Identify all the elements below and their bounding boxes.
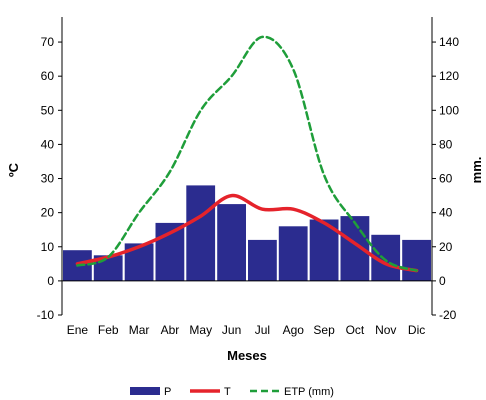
legend-label: ETP (mm) <box>284 386 334 398</box>
x-tick-label: Ago <box>283 323 305 337</box>
left-tick-label: 20 <box>41 206 55 220</box>
series-line-t <box>75 193 419 273</box>
left-tick-label: 30 <box>41 172 55 186</box>
y2-axis-title: mm. <box>469 157 484 184</box>
x-tick-label: Nov <box>375 323 396 337</box>
right-tick-label: 0 <box>439 274 446 288</box>
x-tick-label: May <box>189 323 212 337</box>
x-tick-label: Feb <box>98 323 119 337</box>
bar-ago <box>278 226 308 281</box>
bar-jul <box>248 239 277 281</box>
x-tick-label: Dic <box>408 323 425 337</box>
left-tick-label: 50 <box>41 103 55 117</box>
left-tick-label: 0 <box>47 274 54 288</box>
right-tick-label: 120 <box>439 69 459 83</box>
bar-may <box>186 185 216 281</box>
legend: P T ETP (mm) <box>130 386 334 398</box>
y-axis-title: ºC <box>6 162 21 177</box>
right-tick-label: 100 <box>439 103 459 117</box>
x-tick-label: Ene <box>67 323 89 337</box>
bar-jun <box>217 204 246 281</box>
right-tick-label: -20 <box>439 308 457 322</box>
right-tick-label: 20 <box>439 240 453 254</box>
legend-swatch-p <box>130 387 160 395</box>
x-axis-title: Meses <box>227 348 267 363</box>
x-tick-label: Jun <box>222 323 241 337</box>
bars-group <box>63 185 431 281</box>
legend-label: P <box>164 386 171 398</box>
axes-group: -10 0 10 20 30 40 50 60 70 -20 0 20 40 60 80 100 120 140 E… <box>6 17 484 363</box>
left-tick-label: -10 <box>37 308 55 322</box>
series-line-etp <box>76 35 418 272</box>
right-tick-label: 140 <box>439 35 459 49</box>
x-tick-label: Jul <box>255 323 270 337</box>
left-tick-label: 40 <box>41 137 55 151</box>
right-tick-label: 40 <box>439 206 453 220</box>
x-tick-label: Oct <box>346 323 365 337</box>
left-tick-label: 10 <box>41 240 55 254</box>
left-tick-label: 70 <box>41 35 55 49</box>
lines-group <box>75 35 419 273</box>
x-tick-label: Abr <box>161 323 180 337</box>
bar-dic <box>402 239 431 281</box>
legend-label: T <box>224 386 231 398</box>
right-tick-label: 80 <box>439 137 453 151</box>
left-tick-label: 60 <box>41 69 55 83</box>
x-tick-label: Mar <box>129 323 150 337</box>
x-tick-label: Sep <box>313 323 335 337</box>
right-tick-label: 60 <box>439 172 453 186</box>
